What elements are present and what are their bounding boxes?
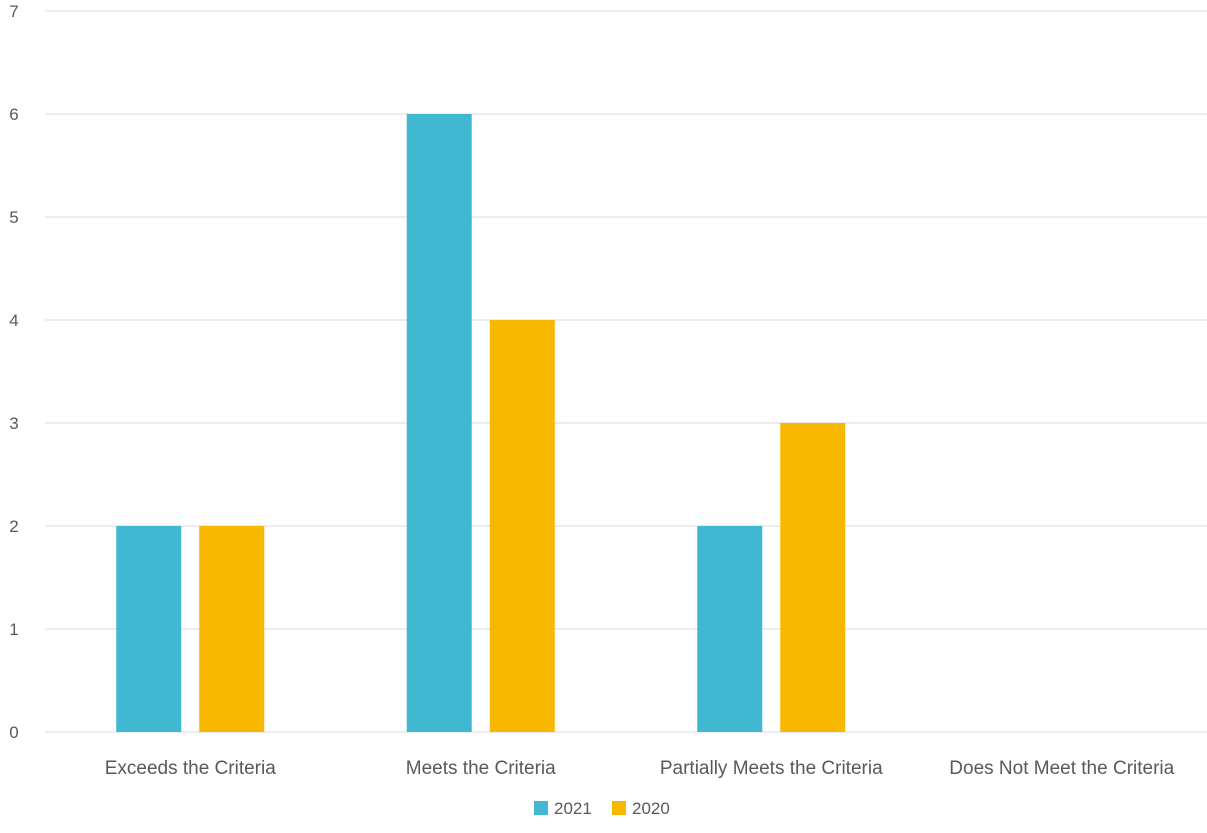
y-tick-label: 7 (9, 2, 18, 21)
bar-2020-2 (489, 320, 555, 732)
y-tick-label: 5 (9, 208, 18, 227)
x-axis-ticks: Exceeds the Criteria Meets the Criteria Pa… (105, 758, 1175, 779)
x-tick-label: Exceeds the Criteria (105, 758, 277, 779)
y-axis-ticks: 0 1 2 3 4 5 6 7 (9, 2, 18, 742)
y-tick-label: 6 (9, 105, 18, 124)
bar-2021-2 (406, 114, 472, 732)
legend-label: 2020 (632, 799, 670, 818)
legend-label: 2021 (554, 799, 592, 818)
y-tick-label: 2 (9, 517, 18, 536)
x-tick-label: Meets the Criteria (406, 758, 556, 779)
legend-swatch-2020 (612, 801, 626, 815)
x-tick-label: Partially Meets the Criteria (660, 758, 883, 779)
y-tick-label: 4 (9, 311, 18, 330)
bar-2021-3 (697, 526, 763, 732)
x-tick-label: Does Not Meet the Criteria (949, 758, 1174, 779)
bars (116, 114, 846, 732)
y-tick-label: 3 (9, 414, 18, 433)
bar-2020-1 (199, 526, 265, 732)
bar-2021-1 (116, 526, 182, 732)
legend-swatch-2021 (534, 801, 548, 815)
legend: 2021 2020 (534, 799, 670, 818)
y-tick-label: 1 (9, 620, 18, 639)
y-tick-label: 0 (9, 723, 18, 742)
bar-2020-3 (780, 423, 846, 732)
